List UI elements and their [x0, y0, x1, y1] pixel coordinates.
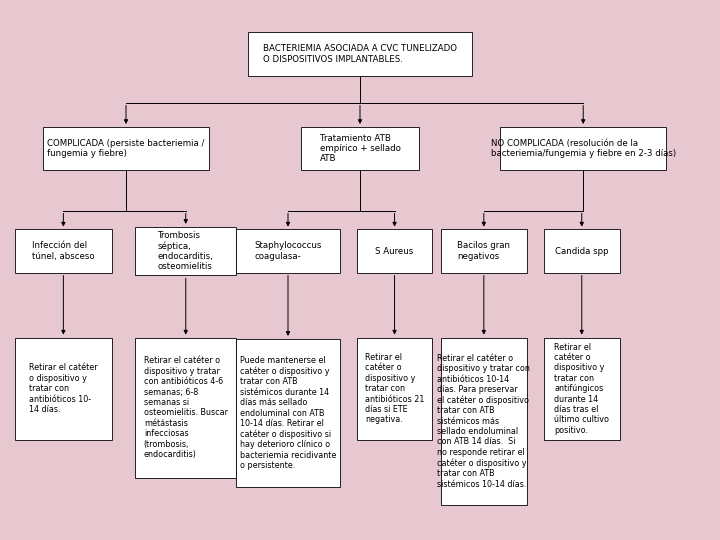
FancyBboxPatch shape [544, 338, 620, 440]
FancyBboxPatch shape [357, 338, 432, 440]
FancyBboxPatch shape [441, 230, 527, 273]
Text: NO COMPLICADA (resolución de la
bacteriemia/fungemia y fiebre en 2-3 días): NO COMPLICADA (resolución de la bacterie… [490, 139, 676, 158]
FancyBboxPatch shape [248, 32, 472, 76]
Text: Puede mantenerse el
catéter o dispositivo y
tratar con ATB
sistémicos durante 14: Puede mantenerse el catéter o dispositiv… [240, 356, 336, 470]
Text: Retirar el
catéter o
dispositivo y
tratar con
antibióticos 21
días si ETE
negati: Retirar el catéter o dispositivo y trata… [365, 353, 424, 424]
FancyBboxPatch shape [301, 127, 419, 170]
FancyBboxPatch shape [441, 338, 527, 505]
Text: Bacilos gran
negativos: Bacilos gran negativos [457, 241, 510, 261]
Text: BACTERIEMIA ASOCIADA A CVC TUNELIZADO
O DISPOSITIVOS IMPLANTABLES.: BACTERIEMIA ASOCIADA A CVC TUNELIZADO O … [263, 44, 457, 64]
FancyBboxPatch shape [43, 127, 209, 170]
Text: S Aureus: S Aureus [375, 247, 414, 255]
Text: Staphylococcus
coagulasa-: Staphylococcus coagulasa- [254, 241, 322, 261]
Text: Tratamiento ATB
empírico + sellado
ATB: Tratamiento ATB empírico + sellado ATB [320, 133, 400, 164]
Text: COMPLICADA (persiste bacteriemia /
fungemia y fiebre): COMPLICADA (persiste bacteriemia / funge… [48, 139, 204, 158]
FancyBboxPatch shape [236, 230, 341, 273]
FancyBboxPatch shape [135, 338, 236, 478]
FancyBboxPatch shape [14, 230, 112, 273]
FancyBboxPatch shape [14, 338, 112, 440]
FancyBboxPatch shape [135, 227, 236, 275]
FancyBboxPatch shape [236, 339, 341, 488]
FancyBboxPatch shape [544, 230, 620, 273]
Text: Retirar el catéter
o dispositivo y
tratar con
antibióticos 10-
14 días.: Retirar el catéter o dispositivo y trata… [29, 363, 98, 414]
Text: Retirar el
catéter o
dispositivo y
tratar con
antifúngicos
durante 14
días tras : Retirar el catéter o dispositivo y trata… [554, 343, 609, 435]
FancyBboxPatch shape [357, 230, 432, 273]
FancyBboxPatch shape [500, 127, 666, 170]
Text: Retirar el catéter o
dispositivo y tratar con
antibióticos 10-14
días. Para pres: Retirar el catéter o dispositivo y trata… [438, 354, 530, 489]
Text: Candida spp: Candida spp [555, 247, 608, 255]
Text: Retirar el catéter o
dispositivo y tratar
con antibióticos 4-6
semanas; 6-8
sema: Retirar el catéter o dispositivo y trata… [144, 356, 228, 459]
Text: Trombosis
séptica,
endocarditis,
osteomielitis: Trombosis séptica, endocarditis, osteomi… [158, 231, 214, 272]
Text: Infección del
túnel, absceso: Infección del túnel, absceso [32, 241, 94, 261]
